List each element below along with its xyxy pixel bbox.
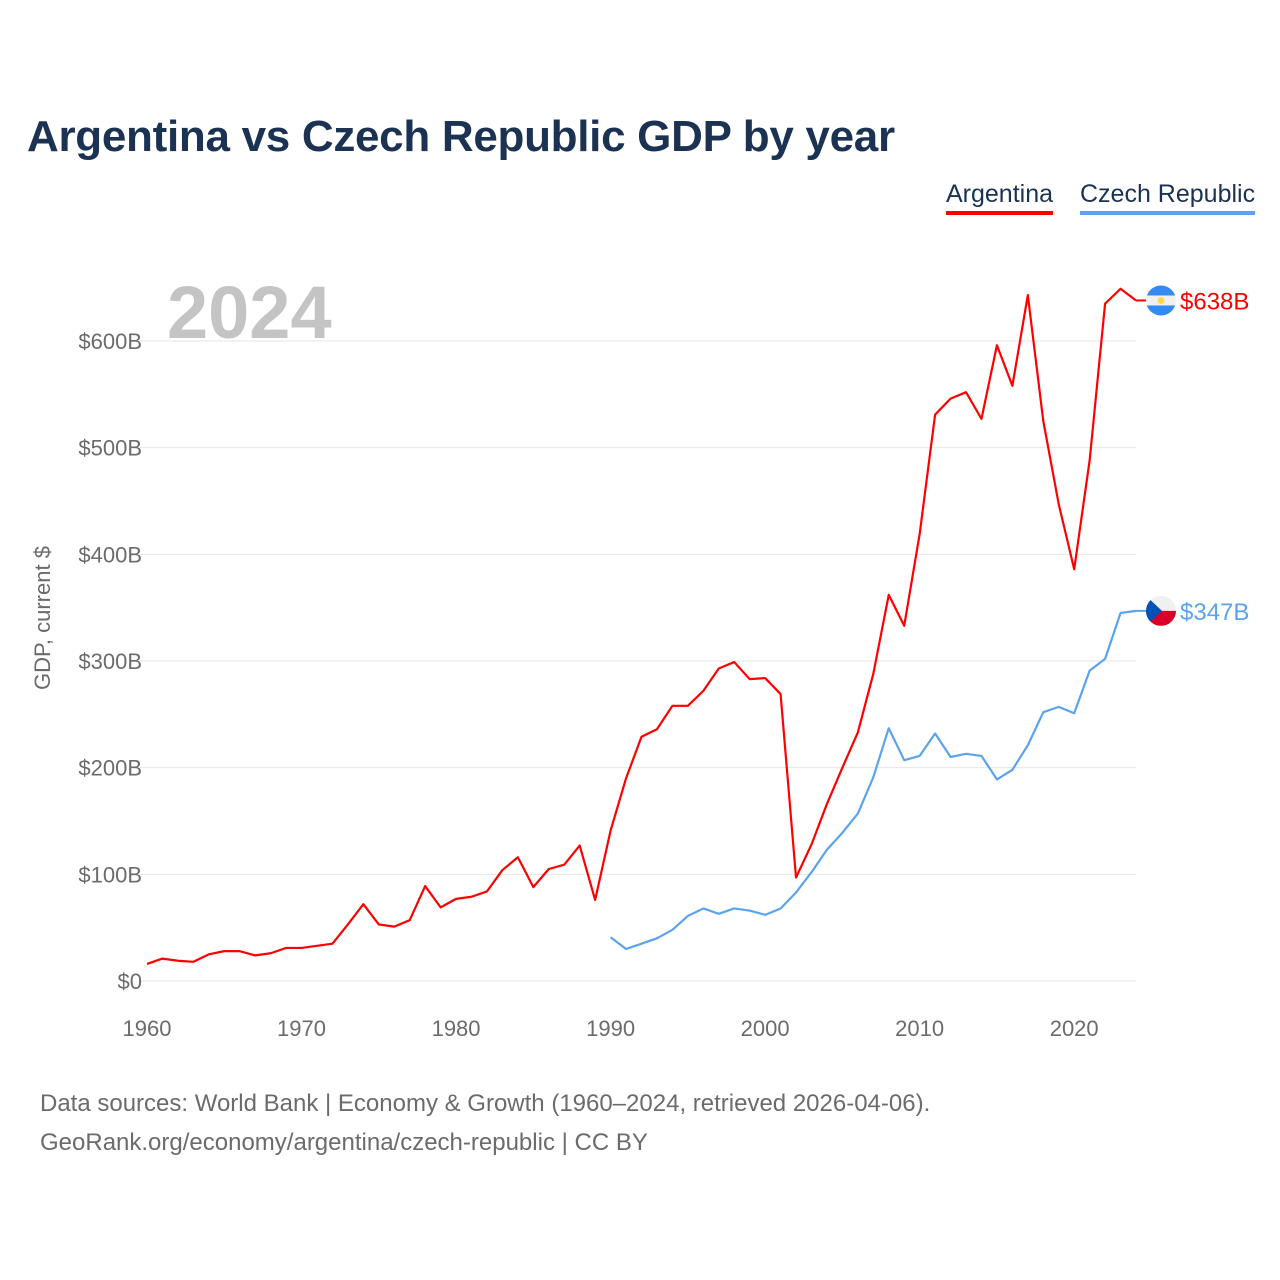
y-tick-label: $200B [78, 756, 142, 781]
argentina-flag-icon [1146, 285, 1176, 316]
data-source: Data sources: World Bank | Economy & Gro… [40, 1090, 931, 1117]
y-tick-label: $600B [78, 329, 142, 354]
y-tick-label: $500B [78, 436, 142, 461]
legend-czech-republic[interactable]: Czech Republic [1080, 180, 1256, 215]
legend-argentina[interactable]: Argentina [946, 180, 1054, 215]
end-value-label: $638B [1180, 288, 1249, 315]
x-tick-label: 1980 [432, 1016, 481, 1041]
y-tick-label: $300B [78, 649, 142, 674]
x-tick-label: 1960 [123, 1016, 172, 1041]
year-watermark: 2024 [167, 271, 332, 354]
source-link[interactable]: GeoRank.org/economy/argentina/czech-repu… [40, 1129, 648, 1156]
czech-flag-icon [1146, 595, 1176, 626]
y-tick-label: $100B [78, 862, 142, 887]
y-tick-label: $0 [118, 969, 142, 994]
series-line-argentina [146, 287, 1137, 965]
x-tick-label: 1970 [277, 1016, 326, 1041]
series-line-czech-republic [609, 609, 1137, 951]
x-tick-label: 2010 [895, 1016, 944, 1041]
x-tick-label: 2020 [1050, 1016, 1099, 1041]
y-axis-label: GDP, current $ [30, 546, 55, 690]
y-tick-label: $400B [78, 542, 142, 567]
footer: Data sources: World Bank | Economy & Gro… [40, 1084, 930, 1162]
x-tick-label: 1990 [586, 1016, 635, 1041]
chart-title: Argentina vs Czech Republic GDP by year [27, 112, 895, 161]
end-value-label: $347B [1180, 599, 1249, 626]
x-tick-label: 2000 [741, 1016, 790, 1041]
